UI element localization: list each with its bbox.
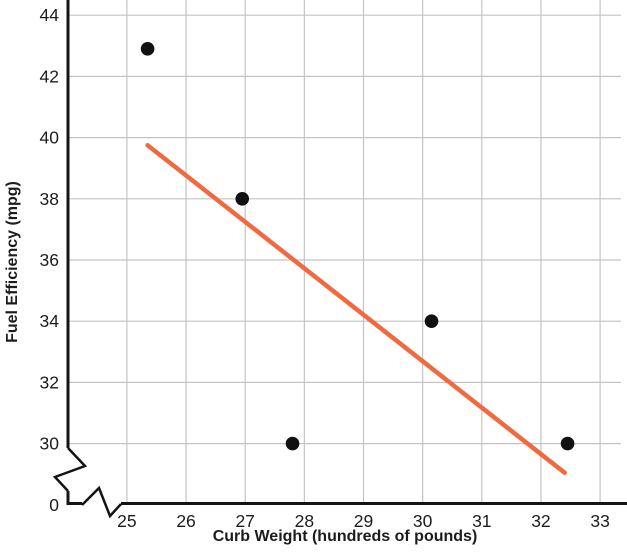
y-tick-label: 32 [40,372,59,392]
y-tick-label: 42 [40,66,59,86]
x-tick-label: 31 [472,511,491,531]
y-tick-label: 34 [40,311,60,331]
data-point [285,436,300,451]
y-tick-label: 38 [40,189,59,209]
x-tick-label: 33 [590,511,609,531]
x-axis-break-icon [81,485,122,519]
data-point [235,192,250,206]
x-tick-label: 27 [235,511,254,531]
data-point [424,314,439,329]
x-tick-label: 29 [354,511,373,531]
data-point [140,42,155,56]
y-tick-label: 36 [40,250,59,270]
origin-tick-label: 0 [49,495,59,515]
y-tick-label: 44 [40,5,60,25]
x-tick-label: 25 [117,511,136,531]
x-tick-label: 32 [531,511,550,531]
y-axis-break-icon [52,447,88,492]
x-axis-title: Curb Weight (hundreds of pounds) [212,528,478,545]
y-tick-label: 30 [40,434,60,454]
y-axis-title: Fuel Efficiency (mpg) [4,181,21,343]
x-tick-label: 28 [295,511,314,531]
data-point [560,436,575,451]
x-tick-label: 30 [413,511,433,531]
y-tick-label: 40 [40,128,60,148]
trendline [145,143,567,475]
x-tick-label: 26 [176,511,195,531]
